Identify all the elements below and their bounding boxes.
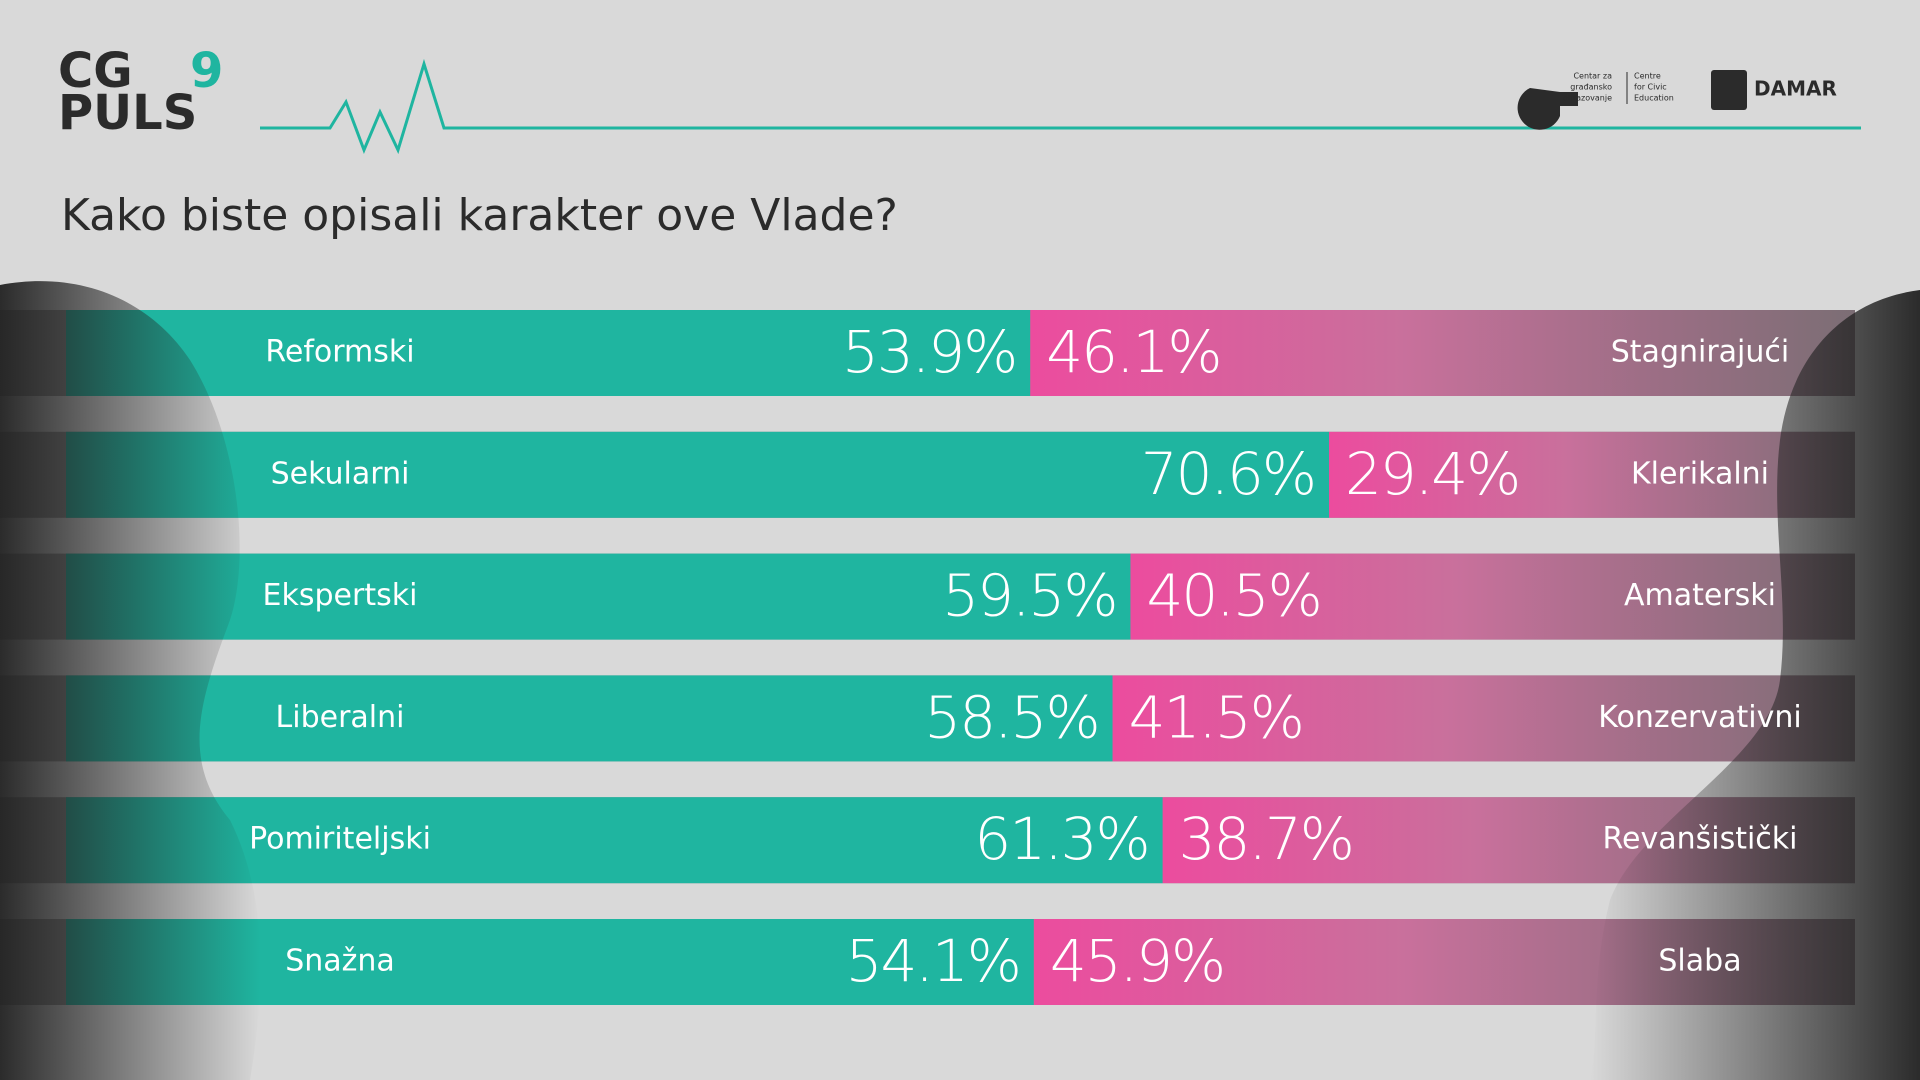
bar-segment: [66, 797, 1163, 884]
partner-1-text: Centar za: [1573, 72, 1612, 81]
bar-segment: [1329, 431, 1855, 518]
partner-2: DAMAR: [1754, 77, 1837, 101]
pulse-line: [260, 58, 1861, 155]
right-label: Klerikalni: [1631, 456, 1769, 491]
logo-bottom: PULS: [58, 85, 197, 141]
bar-segment: [1130, 553, 1855, 640]
value-label: 38.7%: [1179, 805, 1353, 873]
value-label: 59.5%: [942, 562, 1116, 630]
partner-1-icon: [1517, 88, 1578, 130]
bar-segment: [1112, 675, 1855, 762]
value-label: 54.1%: [846, 927, 1020, 995]
partner-1-text: obrazovanje: [1563, 94, 1612, 103]
left-label: Snažna: [285, 944, 395, 979]
logo-number: 9: [190, 43, 223, 99]
logo-top: CG: [58, 43, 133, 99]
right-label: Revanšistički: [1603, 822, 1798, 857]
bar-segment: [1030, 310, 1855, 396]
value-label: 70.6%: [1141, 440, 1315, 508]
left-label: Reformski: [265, 335, 414, 370]
right-label: Konzervativni: [1598, 700, 1801, 735]
left-label: Ekspertski: [263, 578, 418, 613]
value-label: 58.5%: [924, 683, 1098, 751]
value-label: 46.1%: [1046, 318, 1220, 386]
value-label: 41.5%: [1129, 683, 1303, 751]
value-label: 61.3%: [974, 805, 1148, 873]
bar-segment: [66, 553, 1131, 640]
right-label: Slaba: [1658, 944, 1741, 979]
right-label: Stagnirajući: [1611, 335, 1789, 370]
left-label: Liberalni: [276, 700, 405, 735]
partner-1-text: Centre: [1634, 72, 1661, 81]
partner-1-text: Education: [1634, 94, 1674, 103]
value-label: 40.5%: [1146, 562, 1320, 630]
partner-1-text: građansko: [1570, 83, 1612, 92]
left-label: Pomiriteljski: [249, 822, 431, 857]
value-label: 29.4%: [1345, 440, 1519, 508]
left-label: Sekularni: [271, 456, 410, 491]
left-silhouette: [0, 281, 261, 1080]
chart-title: Kako biste opisali karakter ove Vlade?: [61, 190, 898, 241]
right-label: Amaterski: [1624, 578, 1776, 613]
value-label: 53.9%: [842, 318, 1016, 386]
partner-1-text: for Civic: [1634, 83, 1667, 92]
bar-segment: [66, 431, 1330, 518]
partner-2-icon: [1711, 70, 1747, 110]
bar-segment: [66, 310, 1031, 396]
value-label: 45.9%: [1050, 927, 1224, 995]
right-silhouette: [1590, 290, 1920, 1080]
bar-segment: [66, 675, 1113, 762]
